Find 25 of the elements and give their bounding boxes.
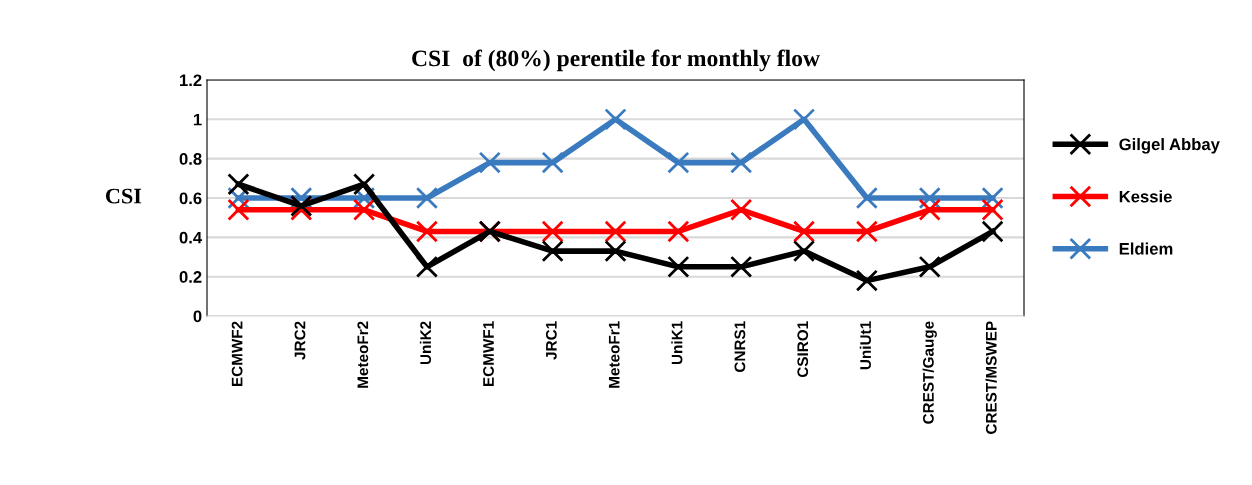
y-tick-label: 1.2 (180, 74, 202, 87)
x-tick-label: JRC1 (545, 321, 557, 360)
x-tick-label: ECMWF2 (231, 321, 243, 387)
y-tick-label: 0 (193, 310, 202, 323)
y-tick-label: 0.8 (179, 153, 202, 165)
x-tick-label: MeteoFr1 (608, 321, 620, 388)
x-tick-label: CNRS1 (734, 321, 746, 373)
x-tick-label: UniUt1 (859, 321, 871, 370)
y-tick-label: 1 (193, 113, 202, 126)
x-tick-label: MeteoFr2 (357, 321, 369, 388)
y-axis-title: CSI (105, 188, 142, 204)
chart-title: CSI of (80%) perentile for monthly flow (412, 49, 820, 72)
y-tick-label: 0.2 (179, 271, 202, 283)
x-tick-label: ECMWF1 (483, 321, 494, 387)
legend-label: Kessie (1119, 190, 1172, 203)
x-tick-label: CREST/Gauge (922, 321, 937, 424)
legend-label: Gilgel Abbay (1119, 137, 1220, 154)
y-tick-label: 0.6 (179, 192, 202, 205)
x-tick-label: CSIRO1 (797, 321, 809, 378)
y-tick-label: 0.4 (179, 231, 203, 244)
legend-label: Eldiem (1119, 242, 1173, 255)
x-tick-label: UniK1 (671, 321, 683, 365)
x-tick-label: UniK2 (419, 321, 432, 365)
x-tick-label: CREST/MSWEP (985, 321, 997, 434)
x-tick-label: JRC2 (294, 321, 306, 360)
